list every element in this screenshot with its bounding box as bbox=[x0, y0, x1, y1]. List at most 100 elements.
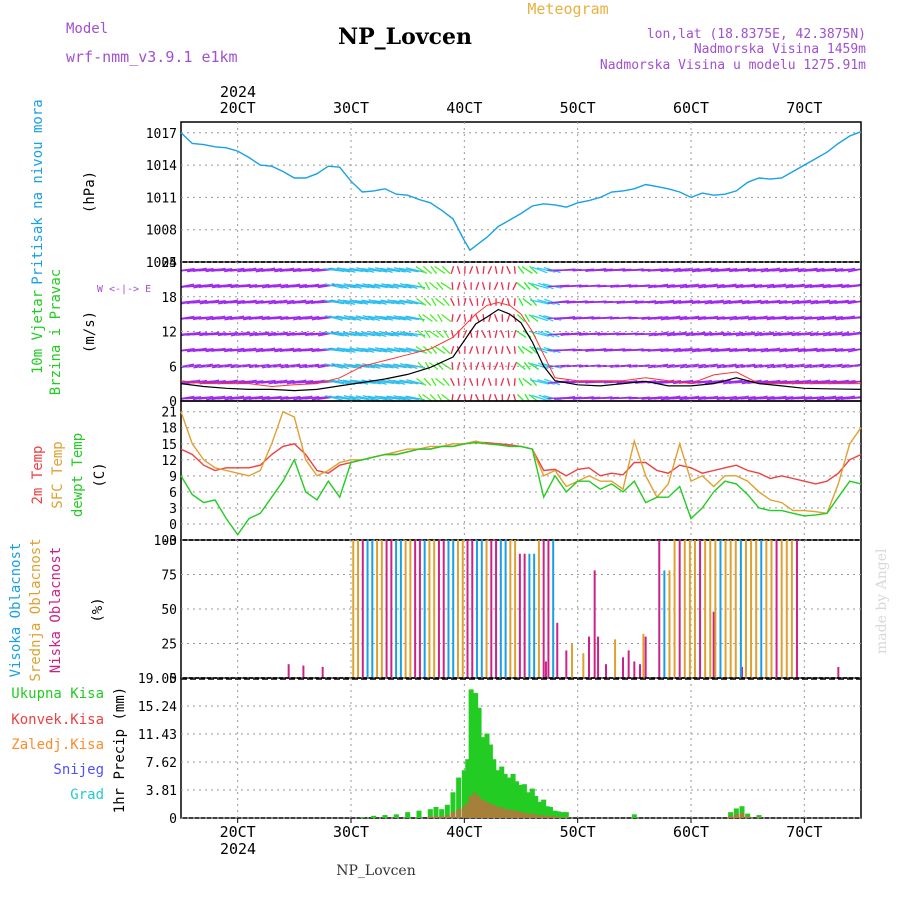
wind-arrow bbox=[429, 313, 438, 323]
wind-arrow bbox=[538, 314, 554, 322]
wind-arrow bbox=[331, 331, 350, 337]
precip-bar bbox=[439, 809, 445, 818]
wind-arrow bbox=[500, 362, 504, 370]
wind-arrow bbox=[261, 315, 282, 321]
wind-arrow bbox=[846, 317, 861, 320]
wind-arrow bbox=[336, 363, 357, 369]
wind-arrow bbox=[760, 379, 781, 385]
precip-legend-snow: Snijeg bbox=[53, 762, 104, 778]
wind-arrow bbox=[348, 395, 370, 401]
y-tick-label: 1014 bbox=[146, 159, 177, 174]
precip-bar bbox=[499, 766, 505, 818]
wind-arrow bbox=[698, 363, 718, 369]
wind-arrow bbox=[374, 315, 394, 321]
pressure-unit: (hPa) bbox=[82, 171, 98, 213]
wind-arrow bbox=[512, 330, 517, 338]
wind-arrow bbox=[349, 267, 369, 273]
precip-conv-bar bbox=[456, 809, 462, 818]
wind-arrow bbox=[729, 395, 749, 401]
precip-bar bbox=[450, 792, 456, 818]
precip-conv-bar bbox=[499, 806, 505, 818]
top-tick-label: 50CT bbox=[560, 99, 596, 117]
precip-unit: 1hr Precip (mm) bbox=[112, 687, 128, 813]
wind-arrow bbox=[392, 331, 413, 337]
wind-arrow bbox=[847, 332, 861, 337]
watermark: made by Angel bbox=[874, 548, 890, 654]
wind-arrow bbox=[373, 379, 395, 385]
coords-label: lon,lat (18.8375E, 42.3875N) bbox=[647, 27, 866, 42]
wind-arrow bbox=[230, 283, 251, 289]
wind-arrow bbox=[785, 395, 806, 401]
wind-arrow bbox=[292, 347, 313, 353]
wind-arrow bbox=[431, 297, 437, 307]
wind-arrow bbox=[368, 299, 387, 305]
wind-arrow bbox=[481, 298, 486, 306]
wind-arrow bbox=[224, 315, 245, 321]
wind-arrow bbox=[330, 299, 350, 305]
cloud-label-high: Visoka Oblacnost bbox=[8, 543, 24, 678]
precip-conv-bar bbox=[547, 815, 553, 818]
wind-arrow bbox=[521, 346, 533, 354]
top-year: 2024 bbox=[220, 83, 256, 101]
bottom-tick-label: 50CT bbox=[560, 823, 596, 841]
wind-arrow bbox=[537, 330, 555, 338]
precip-bar bbox=[525, 792, 531, 818]
precip-bar bbox=[465, 759, 471, 818]
wind-arrow bbox=[513, 298, 516, 306]
wind-arrow bbox=[500, 266, 504, 274]
y-tick-label: 6 bbox=[169, 486, 177, 501]
wind-arrow bbox=[475, 346, 479, 354]
wind-arrow bbox=[847, 300, 861, 305]
wind-arrow bbox=[475, 361, 480, 371]
model-label: Model bbox=[66, 21, 108, 37]
wind-arrow bbox=[500, 329, 505, 339]
wind-arrow bbox=[451, 282, 454, 290]
pressure-panel: 1005 1008 1011 1014 1017 bbox=[146, 121, 862, 271]
wind-arrow bbox=[406, 379, 424, 385]
wind-arrow bbox=[230, 331, 251, 337]
precip-conv-bar bbox=[433, 815, 439, 818]
wind-arrow bbox=[462, 281, 467, 291]
wind-arrow bbox=[380, 331, 400, 337]
wind-arrow bbox=[846, 397, 861, 400]
wind-arrow bbox=[507, 362, 510, 370]
wind-arrow bbox=[348, 363, 370, 369]
precip-conv-bar bbox=[444, 815, 450, 818]
precip-conv-bar bbox=[756, 817, 762, 818]
precip-bar bbox=[631, 814, 637, 818]
wind-arrow bbox=[785, 363, 806, 369]
wind-arrow bbox=[468, 377, 474, 387]
wind-arrow bbox=[236, 299, 257, 305]
wind-arrow bbox=[386, 395, 407, 401]
wind-arrow bbox=[531, 266, 548, 274]
wind-arrow bbox=[847, 380, 861, 385]
wind-arrow bbox=[379, 267, 401, 273]
wind-arrow bbox=[386, 363, 407, 369]
wind-arrow bbox=[181, 395, 195, 400]
wind-arrow bbox=[205, 395, 226, 401]
precip-conv-bar bbox=[552, 816, 558, 818]
wind-arrow bbox=[835, 315, 856, 321]
precip-bar bbox=[745, 813, 751, 818]
precip-bar bbox=[756, 815, 762, 818]
wind-arrow bbox=[810, 299, 831, 305]
temp-label-2: SFC Temp bbox=[50, 441, 66, 508]
precip-conv-bar bbox=[502, 809, 508, 818]
wind-arrow bbox=[741, 299, 762, 305]
wind-arrow bbox=[205, 347, 226, 353]
wind-arrow bbox=[362, 363, 381, 369]
wind-arrow bbox=[785, 283, 806, 289]
precip-legend-total: Ukupna Kisa bbox=[11, 686, 104, 702]
wind-arrow bbox=[666, 283, 688, 289]
y-tick-label: 9 bbox=[169, 470, 177, 485]
wind-arrow bbox=[441, 265, 451, 275]
wind-arrow bbox=[679, 395, 700, 401]
wind-arrow bbox=[230, 363, 251, 369]
wind-arrow bbox=[324, 283, 344, 289]
wind-arrow bbox=[348, 315, 370, 321]
y-tick-label: 3.81 bbox=[146, 784, 177, 799]
precip-bar bbox=[456, 777, 462, 818]
wind-arrow bbox=[456, 345, 461, 355]
